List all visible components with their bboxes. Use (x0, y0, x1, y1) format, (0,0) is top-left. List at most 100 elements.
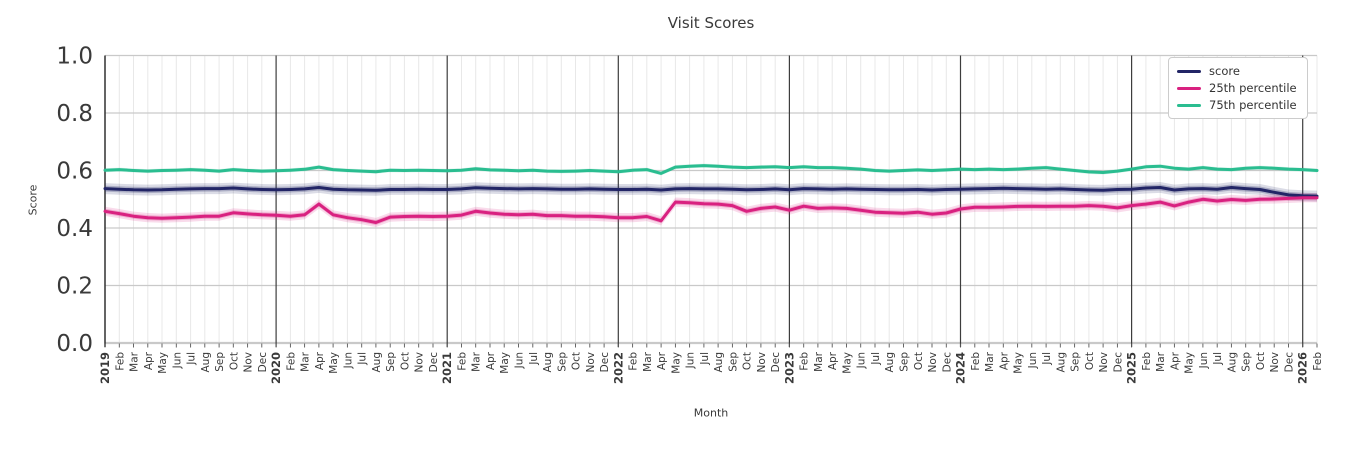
x-tick-label: Feb (799, 352, 811, 371)
x-tick-label: Dec (599, 352, 611, 373)
x-tick-label: Oct (742, 352, 754, 370)
x-tick-label: Nov (927, 352, 939, 373)
x-tick-label: Feb (114, 352, 126, 371)
x-tick-label: 2026 (1296, 352, 1310, 384)
x-tick-label: Oct (399, 352, 411, 370)
x-tick-label: 2023 (782, 352, 796, 384)
x-tick-label: Nov (243, 352, 255, 373)
x-tick-label: Sep (1241, 352, 1253, 372)
x-tick-label: May (328, 352, 340, 374)
x-tick-label: Feb (970, 352, 982, 371)
x-tick-label: Jun (342, 352, 354, 369)
x-tick-label: Aug (713, 352, 725, 373)
x-tick-label: Apr (485, 351, 497, 370)
x-axis-label: Month (693, 406, 729, 420)
x-tick-label: Apr (827, 351, 839, 370)
x-tick-labels: 2019 Feb Mar Apr May Jun Jul Aug Sep Oct Nov Dec 202… (98, 343, 1324, 384)
series-line-75th-percentile (103, 164, 1319, 175)
legend-label: 75th percentile (1209, 98, 1297, 113)
x-tick-label: Mar (813, 351, 825, 371)
x-tick-label: Dec (257, 352, 269, 373)
x-tick-label: 2020 (269, 352, 283, 384)
x-tick-label: Nov (1098, 352, 1110, 373)
y-tick-label: 0.4 (56, 216, 93, 242)
x-tick-label: Aug (1226, 352, 1238, 373)
x-tick-label: Nov (585, 352, 597, 373)
x-tick-label: Jun (514, 352, 526, 369)
x-tick-label: Sep (214, 352, 226, 372)
x-tick-label: Mar (1155, 351, 1167, 371)
legend-item-score: score (1177, 65, 1299, 77)
x-tick-label: Jun (1027, 352, 1039, 369)
x-tick-label: Oct (1255, 352, 1267, 370)
y-tick-label: 0.8 (56, 101, 93, 127)
x-tick-label: May (157, 352, 169, 374)
legend-line-swatch (1177, 86, 1201, 90)
x-tick-label: May (842, 352, 854, 374)
x-tick-label: Nov (414, 352, 426, 373)
x-tick-label: Mar (984, 351, 996, 371)
y-axis-label: Score (26, 184, 40, 216)
x-tick-label: May (1013, 352, 1025, 374)
legend-line-swatch (1177, 69, 1201, 73)
x-tick-label: Dec (941, 352, 953, 373)
chart-title: Visit Scores (667, 14, 755, 32)
x-tick-label: Jul (699, 352, 711, 366)
x-tick-label: Oct (571, 352, 583, 370)
legend: score 25th percentile 75th percentile (1168, 57, 1308, 120)
x-tick-label: Aug (1055, 352, 1067, 373)
series-band-score (105, 182, 1317, 202)
month-gridlines (118, 55, 1318, 343)
x-tick-label: Oct (1084, 352, 1096, 370)
x-tick-label: Jul (357, 352, 369, 366)
y-tick-label: 0.2 (56, 274, 93, 300)
series-band-25th-percentile (105, 193, 1317, 228)
x-tick-label: 2021 (440, 352, 454, 384)
x-tick-label: May (1184, 352, 1196, 374)
x-tick-label: Sep (556, 352, 568, 372)
y-tick-label: 0.6 (56, 159, 93, 185)
x-tick-label: Apr (314, 351, 326, 370)
x-tick-label: Mar (471, 351, 483, 371)
x-tick-label: Mar (129, 351, 141, 371)
x-tick-label: Aug (542, 352, 554, 373)
x-tick-label: Dec (428, 352, 440, 373)
x-tick-label: Jun (1198, 352, 1210, 369)
x-tick-label: Aug (200, 352, 212, 373)
x-tick-label: Jul (1212, 352, 1224, 366)
x-tick-label: Jul (1041, 352, 1053, 366)
x-tick-label: 2024 (954, 352, 968, 384)
x-tick-label: Jun (856, 352, 868, 369)
x-tick-label: Feb (628, 352, 640, 371)
x-tick-label: Sep (385, 352, 397, 372)
x-tick-label: Feb (457, 352, 469, 371)
x-tick-label: Apr (998, 351, 1010, 370)
x-tick-label: Jun (685, 352, 697, 369)
x-tick-label: Oct (913, 352, 925, 370)
x-tick-label: Nov (1269, 352, 1281, 373)
x-tick-label: Feb (285, 352, 297, 371)
x-tick-label: Apr (1169, 351, 1181, 370)
y-tick-label: 1.0 (56, 44, 93, 70)
series-line-25th-percentile (103, 196, 1319, 224)
x-tick-label: Dec (1284, 352, 1296, 373)
horizontal-gridlines (105, 54, 1317, 345)
legend-line-swatch (1177, 103, 1201, 107)
x-tick-label: 2025 (1125, 352, 1139, 384)
x-tick-label: Dec (1112, 352, 1124, 373)
x-tick-label: Mar (300, 351, 312, 371)
series-line-score (103, 186, 1319, 198)
x-tick-label: Jul (186, 352, 198, 366)
x-tick-label: 2019 (98, 352, 112, 384)
x-tick-label: Feb (1141, 352, 1153, 371)
x-tick-label: Jul (870, 352, 882, 366)
x-tick-label: Jul (528, 352, 540, 366)
y-tick-label: 0.0 (56, 331, 93, 357)
x-tick-label: Sep (727, 352, 739, 372)
x-tick-label: Nov (756, 352, 768, 373)
legend-item-75th-percentile: 75th percentile (1177, 99, 1299, 111)
x-tick-label: Sep (899, 352, 911, 372)
x-tick-label: Feb (1312, 352, 1324, 371)
